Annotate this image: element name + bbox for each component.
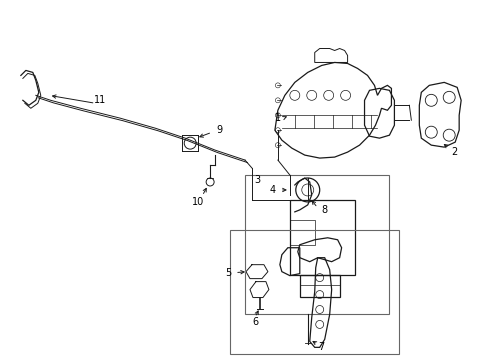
Polygon shape [245,265,267,279]
Text: 6: 6 [251,318,258,328]
Text: 1: 1 [274,113,281,123]
Bar [244,175,388,315]
Polygon shape [249,282,268,298]
Text: 8: 8 [321,205,327,215]
Text: 4: 4 [269,185,275,195]
Text: 11: 11 [94,95,106,105]
Text: 9: 9 [216,125,222,135]
Bar [299,275,339,297]
Bar [289,200,354,275]
Text: 7: 7 [318,342,324,352]
Bar [289,220,314,245]
Text: 3: 3 [253,175,260,185]
Text: 2: 2 [450,147,456,157]
Bar [229,230,399,354]
Text: 10: 10 [192,197,204,207]
Text: 5: 5 [224,267,231,278]
